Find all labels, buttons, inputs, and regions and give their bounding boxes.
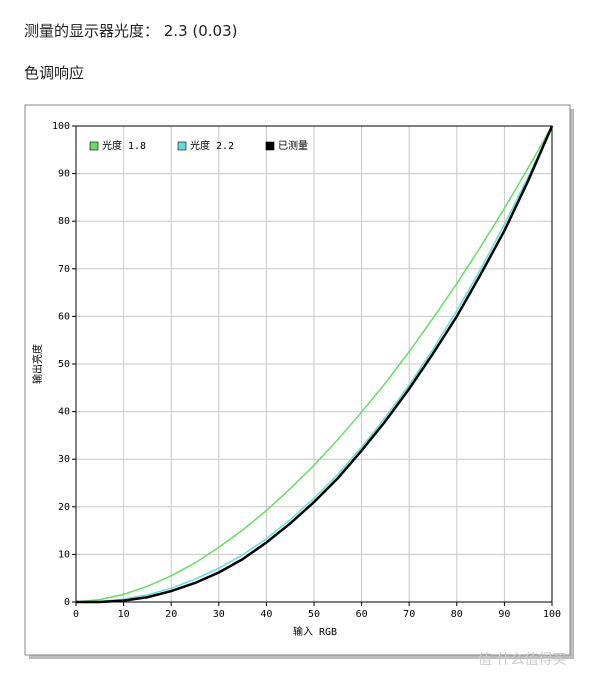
y-tick-label: 40 <box>58 407 70 418</box>
y-tick-label: 10 <box>58 549 70 560</box>
legend-label: 光度 1.8 <box>102 139 146 152</box>
x-axis-label: 输入 RGB <box>293 625 337 638</box>
y-tick-label: 30 <box>58 454 70 465</box>
series-line <box>75 125 553 603</box>
y-tick-label: 90 <box>58 169 70 180</box>
measure-line: 测量的显示器光度： 2.3 (0.03) <box>24 22 238 40</box>
x-tick-label: 80 <box>451 609 463 620</box>
series-line <box>75 125 553 603</box>
y-tick-label: 70 <box>58 264 70 275</box>
legend-label: 已测量 <box>278 139 308 152</box>
x-tick-label: 40 <box>260 609 272 620</box>
x-tick-label: 60 <box>356 609 368 620</box>
y-tick-label: 50 <box>58 359 70 370</box>
y-tick-label: 0 <box>64 597 70 608</box>
x-tick-label: 10 <box>118 609 130 620</box>
x-tick-label: 0 <box>73 609 79 620</box>
y-axis-label: 输出亮度 <box>31 344 44 384</box>
legend-swatch <box>177 141 187 151</box>
legend-swatch <box>265 141 275 151</box>
x-tick-label: 20 <box>165 609 177 620</box>
plot-border <box>75 125 553 603</box>
legend-swatch <box>89 141 99 151</box>
y-tick-label: 80 <box>58 216 70 227</box>
y-tick-label: 60 <box>58 311 70 322</box>
x-tick-label: 100 <box>543 609 561 620</box>
section-title: 色调响应 <box>24 64 85 82</box>
x-tick-label: 30 <box>213 609 225 620</box>
y-tick-label: 20 <box>58 502 70 513</box>
series-line <box>76 125 554 604</box>
watermark: 值 什么值得买 <box>478 651 566 668</box>
y-tick-label: 100 <box>52 121 70 132</box>
legend-label: 光度 2.2 <box>190 139 234 152</box>
x-tick-label: 70 <box>403 609 415 620</box>
x-tick-label: 50 <box>308 609 320 620</box>
x-tick-label: 90 <box>498 609 510 620</box>
